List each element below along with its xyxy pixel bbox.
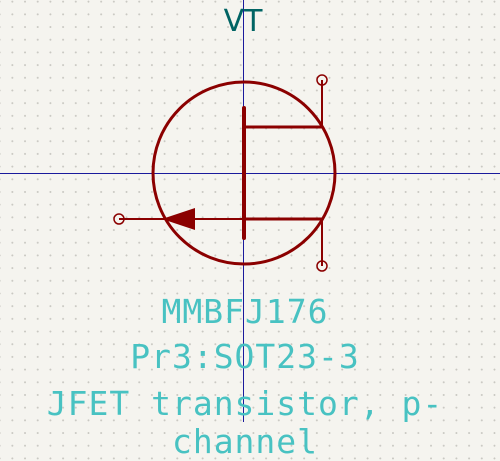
pin-gate-end-marker[interactable] [113, 213, 125, 225]
pin-drain-end-marker[interactable] [316, 74, 328, 86]
description-field[interactable]: JFET transistor, p-channel [46, 384, 444, 461]
gate-arrow-icon [162, 208, 195, 230]
value-field[interactable]: MMBFJ176 [161, 292, 329, 331]
jfet-symbol[interactable] [0, 0, 500, 422]
reference-designator[interactable]: VT [223, 4, 263, 39]
pin-source-end-marker[interactable] [316, 260, 328, 272]
transistor-body-circle [151, 80, 337, 266]
footprint-field[interactable]: Pr3:SOT23-3 [130, 337, 360, 376]
cursor-crosshair-horizontal [0, 173, 500, 174]
